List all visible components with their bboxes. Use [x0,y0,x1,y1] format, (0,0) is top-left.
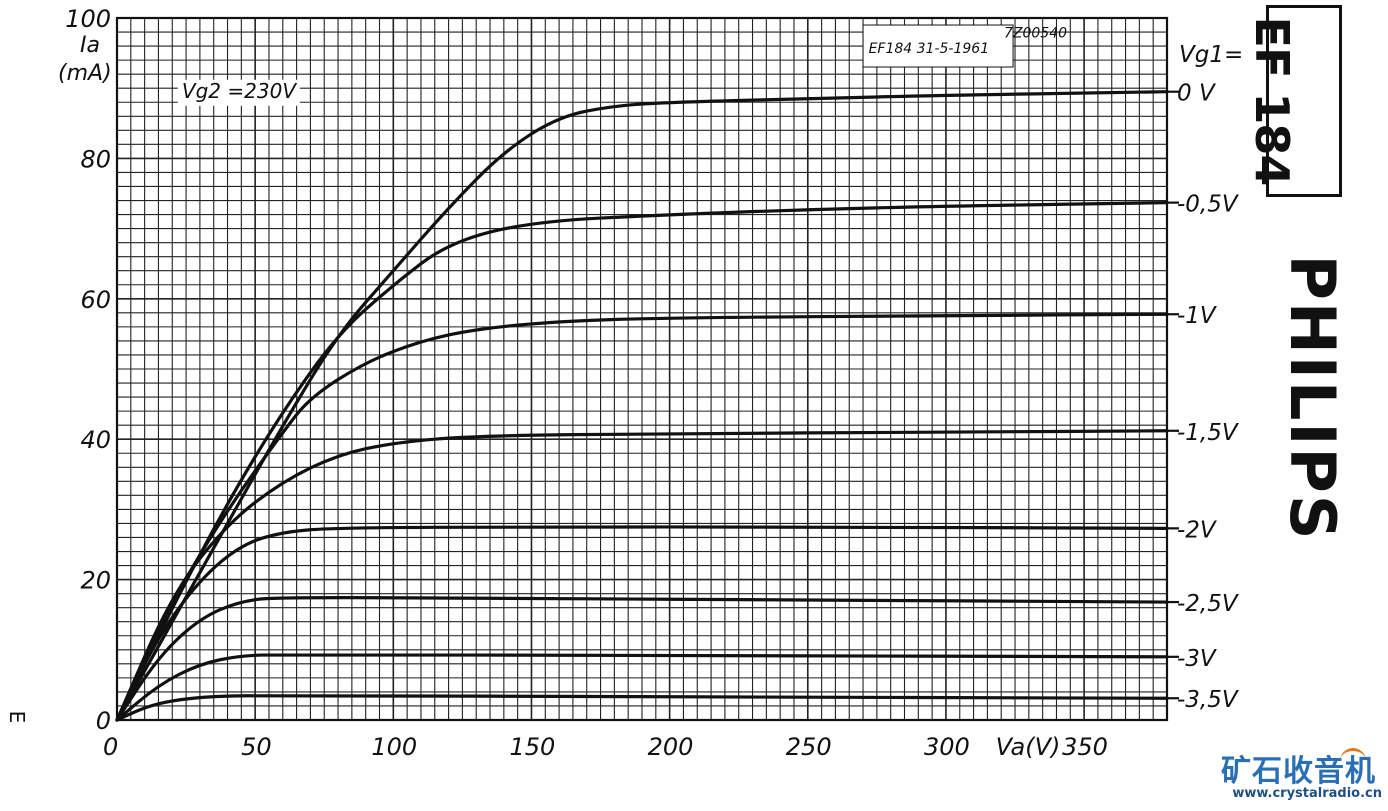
signal-arc-icon [1340,748,1366,763]
x-tick-label: 300 [924,733,970,761]
y-tick-label: 20 [80,567,111,595]
header-box [862,24,1014,68]
curve-label: -1,5V [1177,420,1240,446]
tube-type-label: EF 184 [1245,16,1299,186]
grid [115,16,1169,722]
curve-vg1-5 [115,596,1169,722]
x-tick-label: 250 [786,733,832,761]
x-tick-label: 150 [509,733,555,761]
reference-code: 7Z00540 [1004,26,1067,42]
y-tick-label: 60 [80,286,111,314]
x-tick-label: 350 [1062,733,1108,761]
curves [115,90,1179,722]
curve-label: 0 V [1177,81,1217,107]
labels: 0 V -0,5V -1V -1,5V -2V -2,5V -3V -3,5V 0 50 100 15… [58,5,1243,761]
watermark-url: www.crystalradio.cn [1232,786,1382,801]
y-axis-unit: (mA) [58,61,112,86]
datasheet-reference: EF184 31-5-1961 [869,41,990,57]
y-tick-label: 0 [96,707,111,735]
plot-frame [115,16,1169,722]
curve-label: -1V [1177,303,1218,329]
tube-type-box [1266,5,1342,197]
curve-vg1-2 [115,312,1169,722]
margin-mark: E [5,710,29,724]
x-tick-label: 50 [241,733,272,761]
curve-label: -2V [1177,517,1218,543]
curve-label: -0,5V [1177,192,1240,218]
condition-label: Vg2 =230V [182,79,297,103]
curve-label: -3,5V [1177,687,1240,713]
curve-vg1-3 [115,429,1169,722]
curve-vg1-4 [115,525,1169,722]
curve-label: -3V [1177,646,1218,672]
brand-logo-text: PHILIPS [1276,254,1349,542]
y-tick-label: 80 [80,145,111,173]
y-tick-label: 100 [65,5,111,33]
x-tick-label: 0 [103,733,118,761]
curve-vg1-7 [115,694,1169,722]
curve-label: -2,5V [1177,591,1240,617]
curve-vg1-6 [115,653,1169,722]
condition-box [177,79,300,106]
x-axis-label: Va(V) [996,733,1061,761]
watermark-title: 矿石收音机 [1221,754,1376,789]
y-axis-label: Ia [80,33,100,58]
x-tick-label: 100 [371,733,417,761]
x-tick-label: 200 [648,733,694,761]
site-watermark: 矿石收音机 www.crystalradio.cn [1216,746,1384,808]
series-label-header: Vg1= [1179,42,1243,68]
y-tick-label: 40 [80,426,111,454]
curve-vg1-0 [115,90,1169,722]
